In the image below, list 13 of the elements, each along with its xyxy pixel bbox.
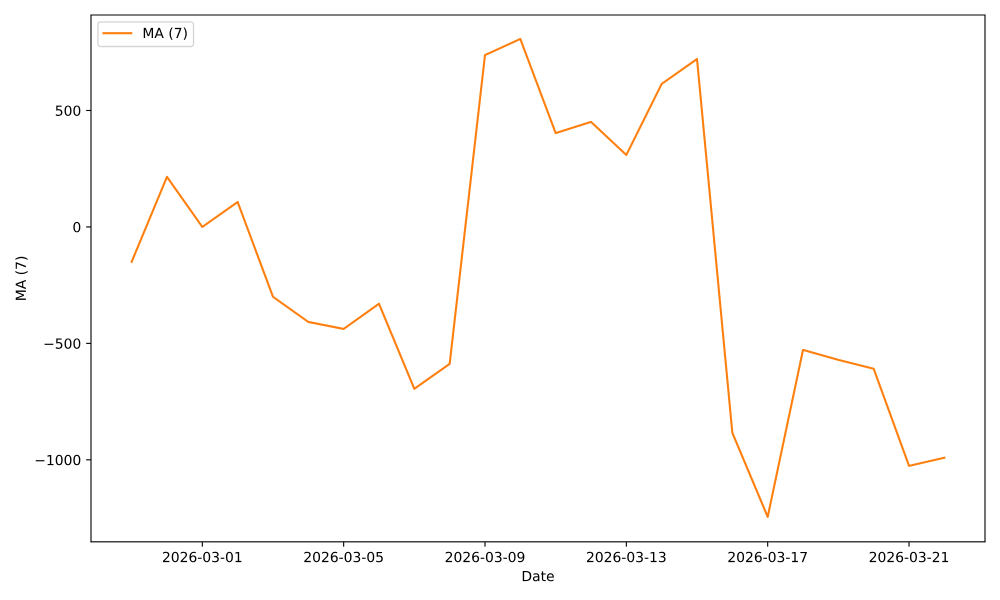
y-tick-label: −500	[44, 338, 80, 349]
legend-label: MA (7)	[144, 28, 187, 40]
x-axis-title: Date	[522, 570, 554, 582]
x-tick-label: 2026-03-05	[304, 552, 383, 562]
x-tick-label: 2026-03-01	[162, 552, 242, 562]
y-tick-label: 500	[56, 105, 80, 116]
x-tick-label: 2026-03-17	[728, 552, 807, 562]
y-tick-label: −1000	[36, 454, 80, 466]
x-tick-label: 2026-03-09	[446, 552, 524, 562]
x-tick-label: 2026-03-13	[587, 552, 666, 562]
y-tick-label: 0	[73, 222, 80, 232]
x-tick-label: 2026-03-21	[870, 552, 948, 562]
y-axis-title: MA (7)	[15, 256, 28, 300]
